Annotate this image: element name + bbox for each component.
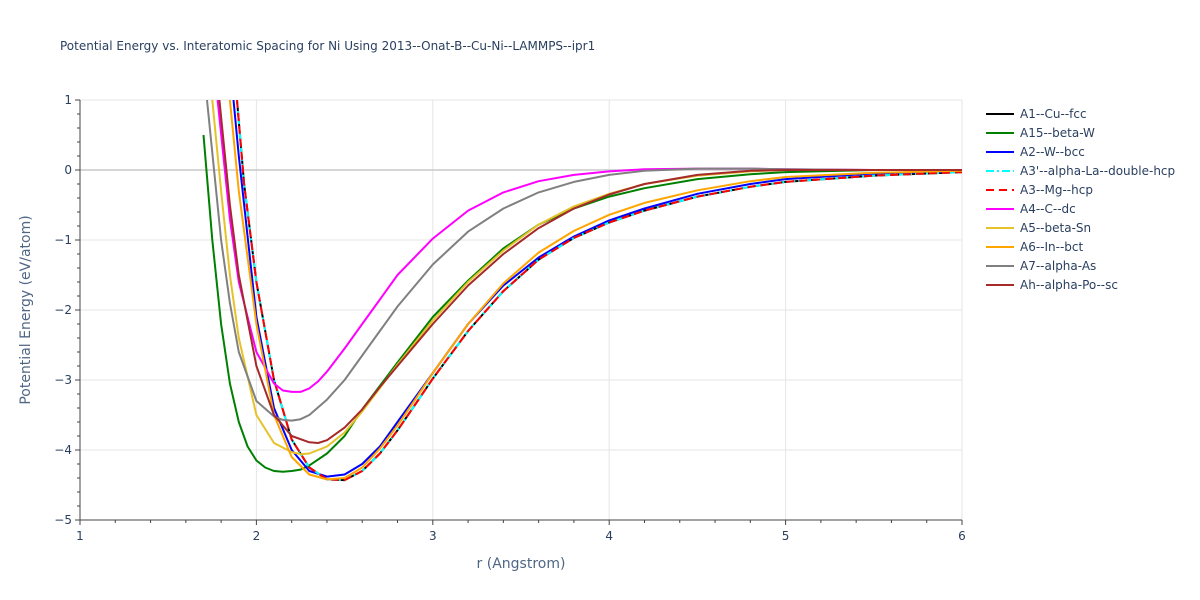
series-line-a1-cu-fcc (236, 100, 962, 482)
y-tick-label--2: −2 (54, 303, 72, 317)
legend: A1--Cu--fcc A15--beta-W A2--W--bcc A3'--alp… (986, 107, 1175, 292)
y-tick-labels: 1 0 −1 −2 −3 −4 −5 (54, 93, 72, 527)
y-tick-label--1: −1 (54, 233, 72, 247)
series-line-a15-beta-w (202, 134, 962, 473)
legend-label[interactable]: A3--Mg--hcp (1020, 183, 1093, 197)
y-tick-label--4: −4 (54, 443, 72, 457)
y-tick-label-1: 1 (64, 93, 72, 107)
series-line-a7-alpha-as (206, 100, 962, 422)
legend-label[interactable]: Ah--alpha-Po--sc (1020, 278, 1118, 292)
x-tick-label-5: 5 (782, 529, 790, 543)
axes (75, 99, 963, 525)
series-line-a3-alpha-la-double-hcp (236, 100, 962, 482)
y-tick-label--5: −5 (54, 513, 72, 527)
legend-label[interactable]: A5--beta-Sn (1020, 221, 1091, 235)
legend-label[interactable]: A15--beta-W (1020, 126, 1095, 140)
legend-label[interactable]: A2--W--bcc (1020, 145, 1085, 159)
plot-area (202, 100, 962, 482)
series-line-a3-mg-hcp (236, 100, 962, 482)
legend-label[interactable]: A6--In--bct (1020, 240, 1084, 254)
x-tick-label-4: 4 (605, 529, 613, 543)
y-tick-label-0: 0 (64, 163, 72, 177)
x-axis-title: r (Angstrom) (477, 556, 566, 572)
x-tick-labels: 1 2 3 4 5 6 (76, 529, 966, 543)
series-line-a2-w-bcc (232, 100, 962, 478)
y-tick-label--3: −3 (54, 373, 72, 387)
y-axis-title: Potential Energy (eV/atom) (18, 215, 34, 404)
legend-label[interactable]: A1--Cu--fcc (1020, 107, 1087, 121)
series-line-a4-c-dc (216, 100, 962, 393)
grid (80, 99, 963, 520)
chart-title: Potential Energy vs. Interatomic Spacing… (60, 39, 595, 53)
series-line-ah-alpha-po-sc (218, 100, 962, 444)
x-tick-label-2: 2 (253, 529, 261, 543)
x-tick-label-1: 1 (76, 529, 84, 543)
legend-label[interactable]: A4--C--dc (1020, 202, 1076, 216)
legend-label[interactable]: A7--alpha-As (1020, 259, 1096, 273)
x-tick-label-3: 3 (429, 529, 437, 543)
x-tick-label-6: 6 (958, 529, 966, 543)
series-line-a6-in-bct (228, 100, 962, 481)
legend-label[interactable]: A3'--alpha-La--double-hcp (1020, 164, 1175, 178)
